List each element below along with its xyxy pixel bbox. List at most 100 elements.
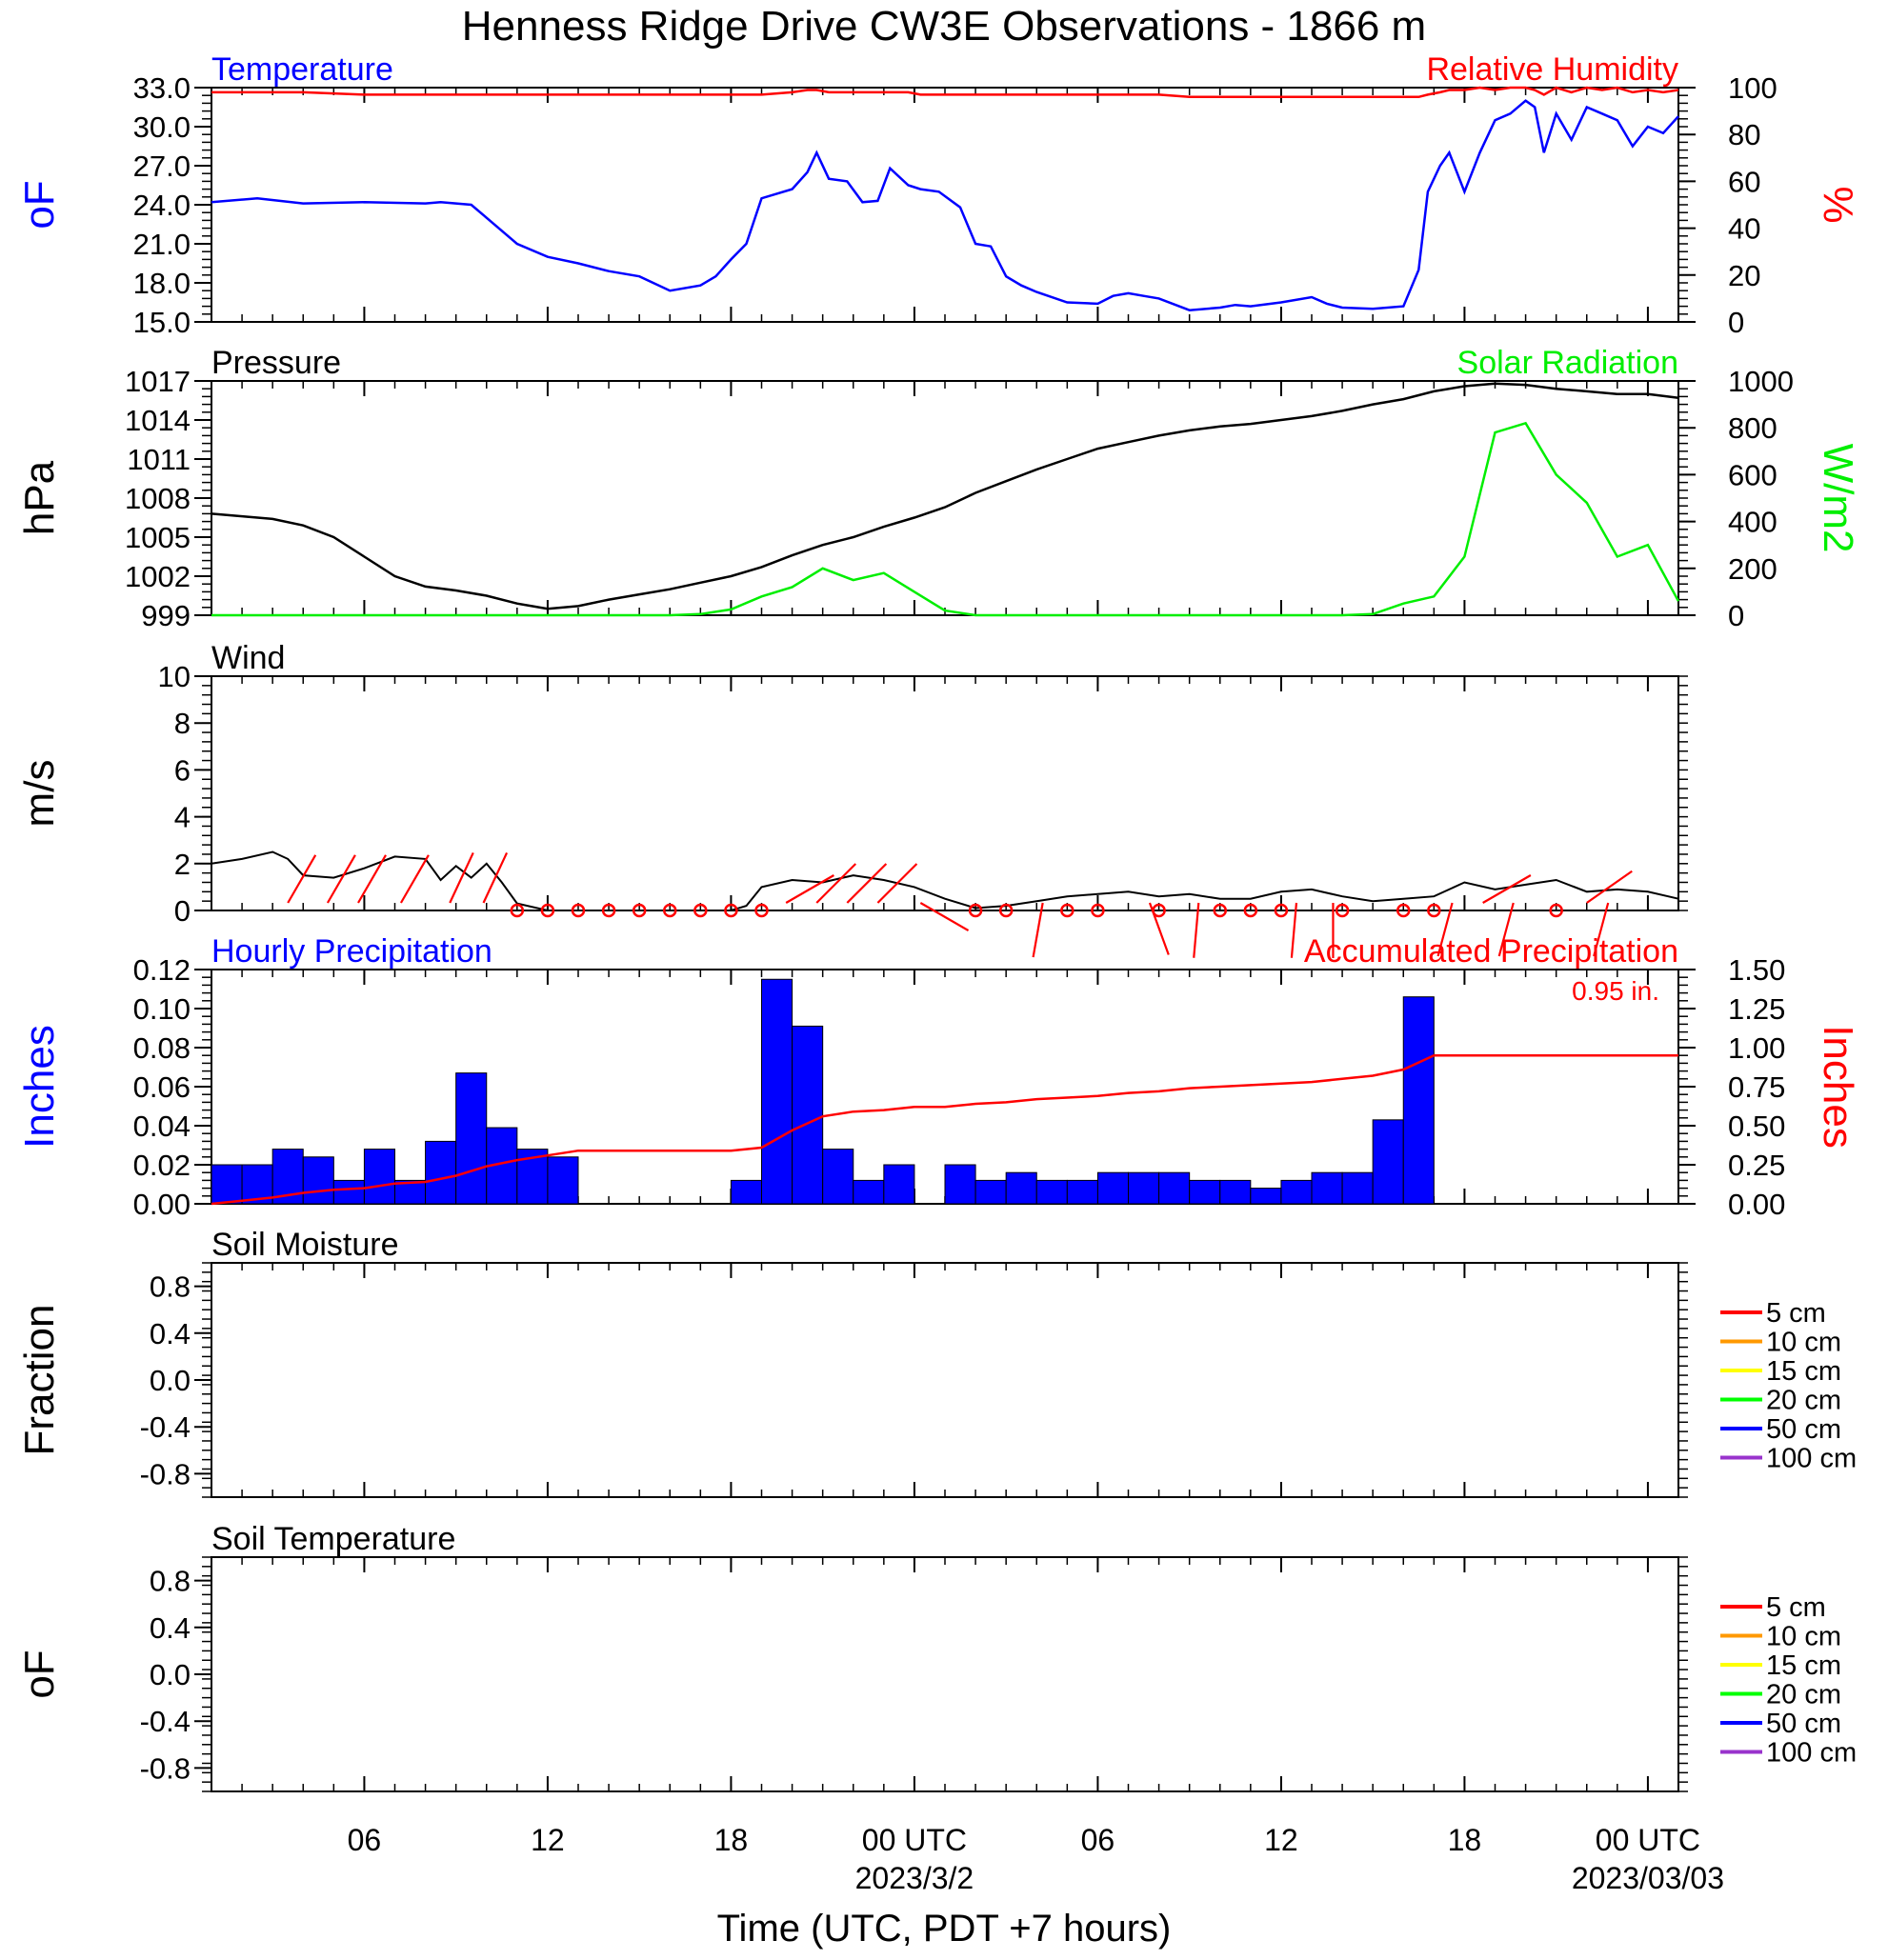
temperature-line <box>211 99 1679 311</box>
x-tick-date-label: 2023/3/2 <box>855 1861 974 1895</box>
y-tick-label: 24.0 <box>133 189 191 222</box>
y-tick-label: 0.4 <box>150 1611 191 1645</box>
y-right-tick-label: 80 <box>1728 118 1760 151</box>
precip-bar <box>302 1156 334 1205</box>
calm-wind-marker <box>1213 903 1227 918</box>
humidity-line <box>211 86 1679 99</box>
wind-barb <box>1586 870 1633 904</box>
precip-bar <box>1311 1171 1343 1205</box>
y-tick-label: -0.4 <box>140 1705 191 1738</box>
y-axis-label-left: m/s <box>16 760 63 828</box>
calm-wind-marker <box>1335 903 1350 918</box>
panel-frame <box>211 87 1679 323</box>
wind-barb <box>287 854 317 904</box>
y-tick-label: 6 <box>174 753 191 787</box>
y-right-tick-label: 0 <box>1728 599 1744 632</box>
x-tick-label: 12 <box>531 1823 565 1857</box>
calm-wind-marker <box>998 903 1014 918</box>
precip-bar <box>547 1156 579 1205</box>
figure-title: Henness Ridge Drive CW3E Observations - … <box>462 3 1426 50</box>
y-right-tick-label: 20 <box>1728 259 1760 292</box>
y-tick-label: 33.0 <box>133 71 191 105</box>
y-tick-label: 30.0 <box>133 110 191 144</box>
y-right-tick-label: 200 <box>1728 552 1778 586</box>
precip-bar <box>1005 1171 1037 1205</box>
panel-frame <box>211 1556 1679 1792</box>
y-tick-label: 0.4 <box>150 1317 191 1350</box>
precip-bar <box>1035 1179 1068 1205</box>
calm-wind-marker <box>632 903 647 918</box>
legend-label: 5 cm <box>1766 1592 1826 1623</box>
y-right-tick-label: 100 <box>1728 71 1778 105</box>
y-tick-label: 2 <box>174 848 191 881</box>
precip-bar <box>974 1179 1007 1205</box>
calm-wind-marker <box>1243 903 1258 918</box>
panel-title-left: Soil Moisture <box>211 1227 399 1263</box>
calm-wind-marker <box>1152 903 1166 918</box>
precip-bar <box>883 1164 915 1205</box>
y-tick-label: -0.4 <box>140 1410 191 1444</box>
wind-barb <box>785 874 834 904</box>
y-right-tick-label: 400 <box>1728 506 1778 539</box>
panel-title-left: Hourly Precipitation <box>211 933 492 970</box>
x-tick-label: 00 UTC <box>862 1823 967 1857</box>
wind-speed-line <box>211 850 1679 911</box>
precipitation-panel: 0.12 0.10 0.08 0.06 0.04 0.02 0.00 1.50 1.25 1.00… <box>16 933 1861 1221</box>
x-tick-label: 06 <box>1081 1823 1115 1857</box>
x-tick-label: 06 <box>348 1823 382 1857</box>
precip-bar <box>1158 1171 1191 1205</box>
x-tick-label: 12 <box>1264 1823 1298 1857</box>
precip-bar <box>822 1149 854 1205</box>
y-right-tick-label: 1000 <box>1728 365 1794 398</box>
pressure-line <box>211 382 1679 610</box>
y-tick-label: 1005 <box>125 521 191 554</box>
calm-wind-marker <box>540 903 555 918</box>
panel-title-right: Accumulated Precipitation <box>1304 933 1678 970</box>
legend-label: 100 cm <box>1766 1738 1857 1769</box>
y-right-tick-label: 1.25 <box>1728 992 1785 1026</box>
y-tick-label: 0.06 <box>133 1070 191 1104</box>
solar-radiation-line <box>211 421 1680 617</box>
wind-panel: 10 8 6 4 2 0 Wind m/s <box>16 640 1688 958</box>
y-right-tick-label: 0 <box>1728 306 1744 339</box>
precip-bar <box>1250 1188 1282 1205</box>
y-tick-label: 15.0 <box>133 306 191 339</box>
wind-barb <box>1193 902 1200 958</box>
calm-wind-marker <box>693 903 708 918</box>
wind-barb <box>449 851 474 904</box>
panel-title-left: Pressure <box>211 345 341 381</box>
panel-frame <box>211 675 1679 911</box>
wind-barb <box>919 902 970 931</box>
calm-wind-marker <box>510 903 525 918</box>
wind-barb <box>1497 902 1515 957</box>
y-axis-label-left: oF <box>16 1650 63 1698</box>
precip-bar <box>1096 1171 1129 1205</box>
wind-barb <box>876 863 918 904</box>
y-tick-label: -0.8 <box>140 1457 191 1490</box>
y-tick-label: 1008 <box>125 482 191 515</box>
accumulated-total-annotation: 0.95 in. <box>1572 976 1659 1006</box>
wind-barb <box>1436 902 1454 957</box>
y-right-tick-label: 40 <box>1728 212 1760 246</box>
pressure-solar-panel: 1017 1014 1011 1008 1005 1002 999 1000 800 600 400… <box>16 345 1861 632</box>
legend-label: 15 cm <box>1766 1650 1841 1681</box>
wind-barb <box>1032 902 1044 958</box>
precip-bar <box>211 1164 243 1205</box>
x-axis-label: Time (UTC, PDT +7 hours) <box>717 1908 1172 1950</box>
x-tick-label: 18 <box>714 1823 749 1857</box>
precip-bar <box>1219 1179 1252 1205</box>
y-axis-label-left: Fraction <box>16 1305 63 1456</box>
legend-label: 10 cm <box>1766 1328 1841 1358</box>
y-tick-label: 1011 <box>127 443 191 476</box>
y-axis-label-left: Inches <box>16 1025 63 1149</box>
precip-bar <box>1066 1179 1098 1205</box>
calm-wind-marker <box>663 903 677 918</box>
x-tick-label: 00 UTC <box>1596 1823 1700 1857</box>
calm-wind-marker <box>968 903 983 918</box>
calm-wind-marker <box>1060 903 1075 918</box>
y-right-tick-label: 0.25 <box>1728 1149 1785 1182</box>
panel-frame <box>211 1262 1679 1498</box>
precip-bar <box>730 1179 763 1205</box>
legend-label: 5 cm <box>1766 1298 1826 1329</box>
wind-barb <box>815 863 857 904</box>
